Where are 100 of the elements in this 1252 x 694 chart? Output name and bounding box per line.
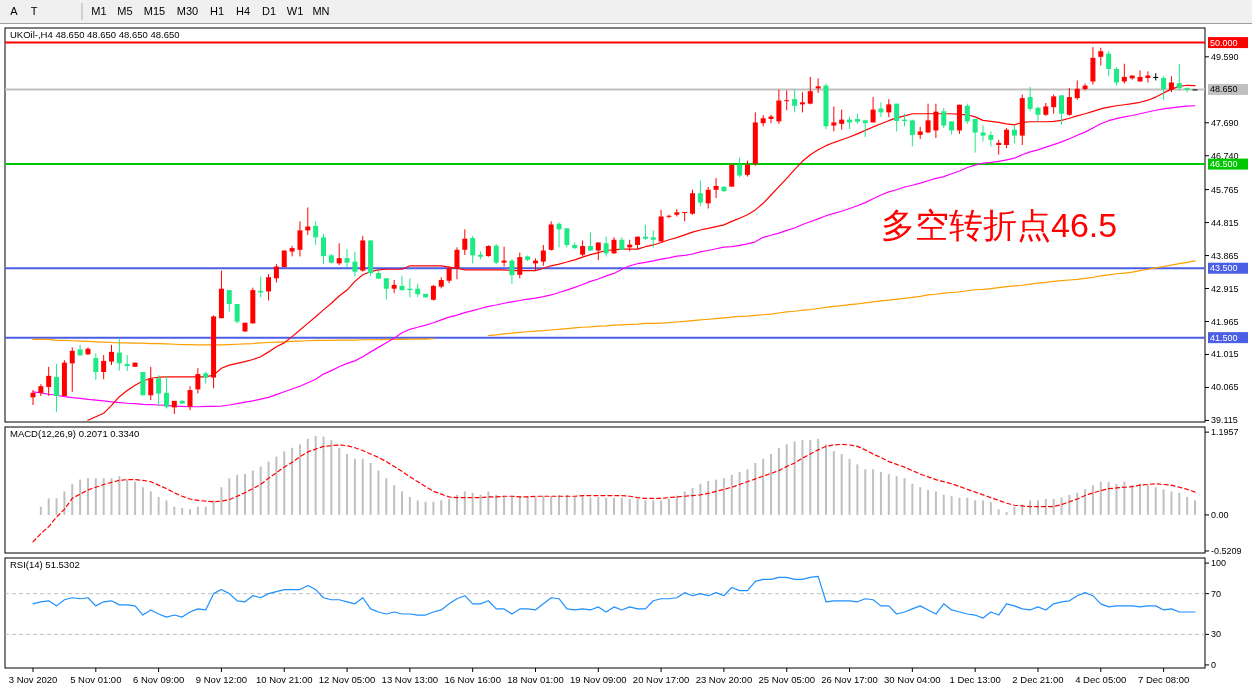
y-tick-label: 40.065 [1211, 382, 1239, 393]
text: M30 [176, 5, 199, 17]
bar [620, 497, 623, 515]
x-tick-label: 1 Dec 13:00 [949, 674, 1001, 685]
bar [722, 478, 725, 515]
candlestick [815, 77, 821, 94]
ref-line-label: 48.650 [1210, 84, 1238, 95]
y-tick-label: 41.965 [1211, 316, 1239, 327]
x-tick-label: 4 Dec 05:00 [1075, 674, 1127, 685]
line-series [32, 443, 1196, 543]
candlestick [1074, 79, 1080, 101]
bar [298, 444, 301, 515]
bar [330, 440, 333, 515]
bar [463, 491, 466, 515]
bar [47, 498, 50, 515]
bar [597, 496, 600, 515]
bar [911, 483, 914, 515]
bar [1013, 506, 1016, 515]
candlestick [941, 107, 947, 129]
candlestick [116, 337, 122, 372]
ref-line-label: 46.500 [1210, 159, 1238, 170]
candlestick [540, 244, 546, 267]
bar [1005, 512, 1008, 515]
candlestick [1059, 94, 1065, 126]
bar [71, 483, 74, 515]
bar [542, 495, 545, 515]
candlestick [54, 363, 60, 413]
bar [1084, 489, 1087, 515]
bar [212, 500, 215, 515]
bar [762, 458, 765, 515]
text: T [30, 5, 38, 17]
bar [903, 478, 906, 515]
chart-title: UKOil-,H4 48.650 48.650 48.650 48.650 [10, 29, 180, 40]
y-tick-label: 44.815 [1211, 217, 1239, 228]
bar [432, 501, 435, 515]
bar [1170, 491, 1173, 515]
candlestick [909, 119, 915, 147]
bar [39, 506, 42, 515]
candlestick [266, 273, 272, 301]
bar [801, 440, 804, 515]
bar [927, 490, 930, 515]
candlestick [933, 103, 939, 139]
bar [754, 463, 757, 515]
candlestick [69, 346, 75, 393]
bar [699, 483, 702, 515]
bar [102, 478, 105, 515]
bar [1052, 499, 1055, 515]
bar [534, 496, 537, 515]
candlestick [195, 367, 201, 395]
bar [314, 436, 317, 515]
bar [385, 478, 388, 515]
bar [149, 491, 152, 515]
bar [824, 444, 827, 515]
x-tick-label: 26 Nov 17:00 [821, 674, 878, 685]
bar [895, 476, 898, 515]
bar [1178, 492, 1181, 515]
candlestick [77, 344, 83, 357]
candlestick [336, 242, 342, 266]
bar [738, 472, 741, 515]
ref-line-label: 41.500 [1210, 332, 1238, 343]
candlestick [462, 228, 468, 256]
bar [660, 500, 663, 515]
bar [275, 456, 278, 515]
bar [157, 496, 160, 515]
candlestick [807, 76, 813, 105]
bar [691, 487, 694, 515]
x-tick-label: 20 Nov 17:00 [632, 674, 690, 685]
bar [361, 458, 364, 515]
candlestick [587, 231, 593, 252]
bar [581, 496, 584, 515]
candlestick [509, 258, 515, 285]
candlestick [273, 263, 279, 283]
candlestick [776, 89, 782, 125]
bar [989, 501, 992, 515]
candlestick [980, 125, 986, 143]
candlestick [344, 248, 350, 268]
candlestick [1035, 105, 1041, 122]
bar [856, 464, 859, 515]
bar [173, 506, 176, 515]
bar [817, 438, 820, 515]
bar [667, 499, 670, 515]
bar [1154, 487, 1157, 515]
candlestick [1004, 127, 1010, 149]
bar [887, 474, 890, 515]
candlestick [352, 251, 358, 278]
bar [958, 497, 961, 515]
candlestick [564, 227, 570, 248]
bar [455, 494, 458, 515]
candlestick [784, 89, 790, 111]
candlestick [737, 156, 743, 178]
bar [785, 444, 788, 515]
bar [118, 476, 121, 515]
bar [573, 496, 576, 515]
candlestick [1113, 66, 1119, 87]
bar [440, 500, 443, 515]
candlestick [870, 96, 876, 123]
bar [809, 440, 812, 515]
y-tick-label: 47.690 [1211, 117, 1239, 128]
bar [730, 474, 733, 515]
candlestick [1066, 87, 1072, 117]
